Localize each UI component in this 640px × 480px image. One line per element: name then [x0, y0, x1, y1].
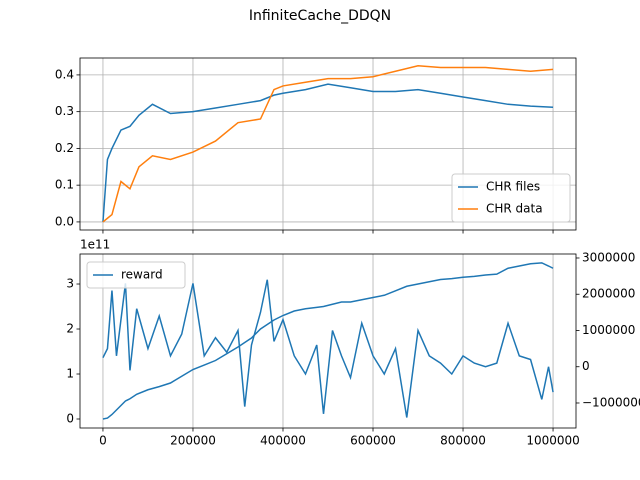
- series-line: [102, 279, 554, 418]
- y2-tick-label: 0: [582, 359, 590, 373]
- y-tick-label: 0.1: [55, 178, 74, 192]
- series-line: [102, 64, 554, 223]
- legend: [86, 261, 186, 289]
- y-tick-label: 2: [66, 322, 74, 336]
- x-tick-label: 1000000: [526, 434, 579, 448]
- y-tick-label: 0.3: [55, 104, 74, 118]
- x-tick-label: 200000: [170, 434, 216, 448]
- y-tick-label: 0: [66, 412, 74, 426]
- x-tick-label: 600000: [350, 434, 396, 448]
- legend-label: reward: [121, 268, 163, 282]
- y-tick-label: 0.2: [55, 141, 74, 155]
- figure-title: InfiniteCache_DDQN: [249, 8, 391, 24]
- x-tick-label: 800000: [440, 434, 486, 448]
- y2-tick-label: 3000000: [582, 250, 635, 264]
- y-tick-label: 3: [66, 277, 74, 291]
- y-tick-label: 0.0: [55, 214, 74, 228]
- legend-label: CHR files: [486, 180, 540, 194]
- series-line: [102, 83, 554, 222]
- legend: [451, 173, 571, 223]
- y2-tick-label: 2000000: [582, 287, 635, 301]
- x-tick-label: 400000: [260, 434, 306, 448]
- y2-tick-label: 1000000: [582, 323, 635, 337]
- y2-tick-label: −1000000: [582, 395, 640, 409]
- y-tick-label: 0.4: [55, 67, 74, 81]
- legend-label: CHR data: [486, 202, 543, 216]
- y-offset-text: 1e11: [80, 238, 110, 252]
- axes-frame: [79, 253, 577, 429]
- axes-frame: [79, 57, 577, 231]
- series-line: [102, 262, 554, 420]
- x-tick-label: 0: [99, 434, 107, 448]
- y-tick-label: 1: [66, 367, 74, 381]
